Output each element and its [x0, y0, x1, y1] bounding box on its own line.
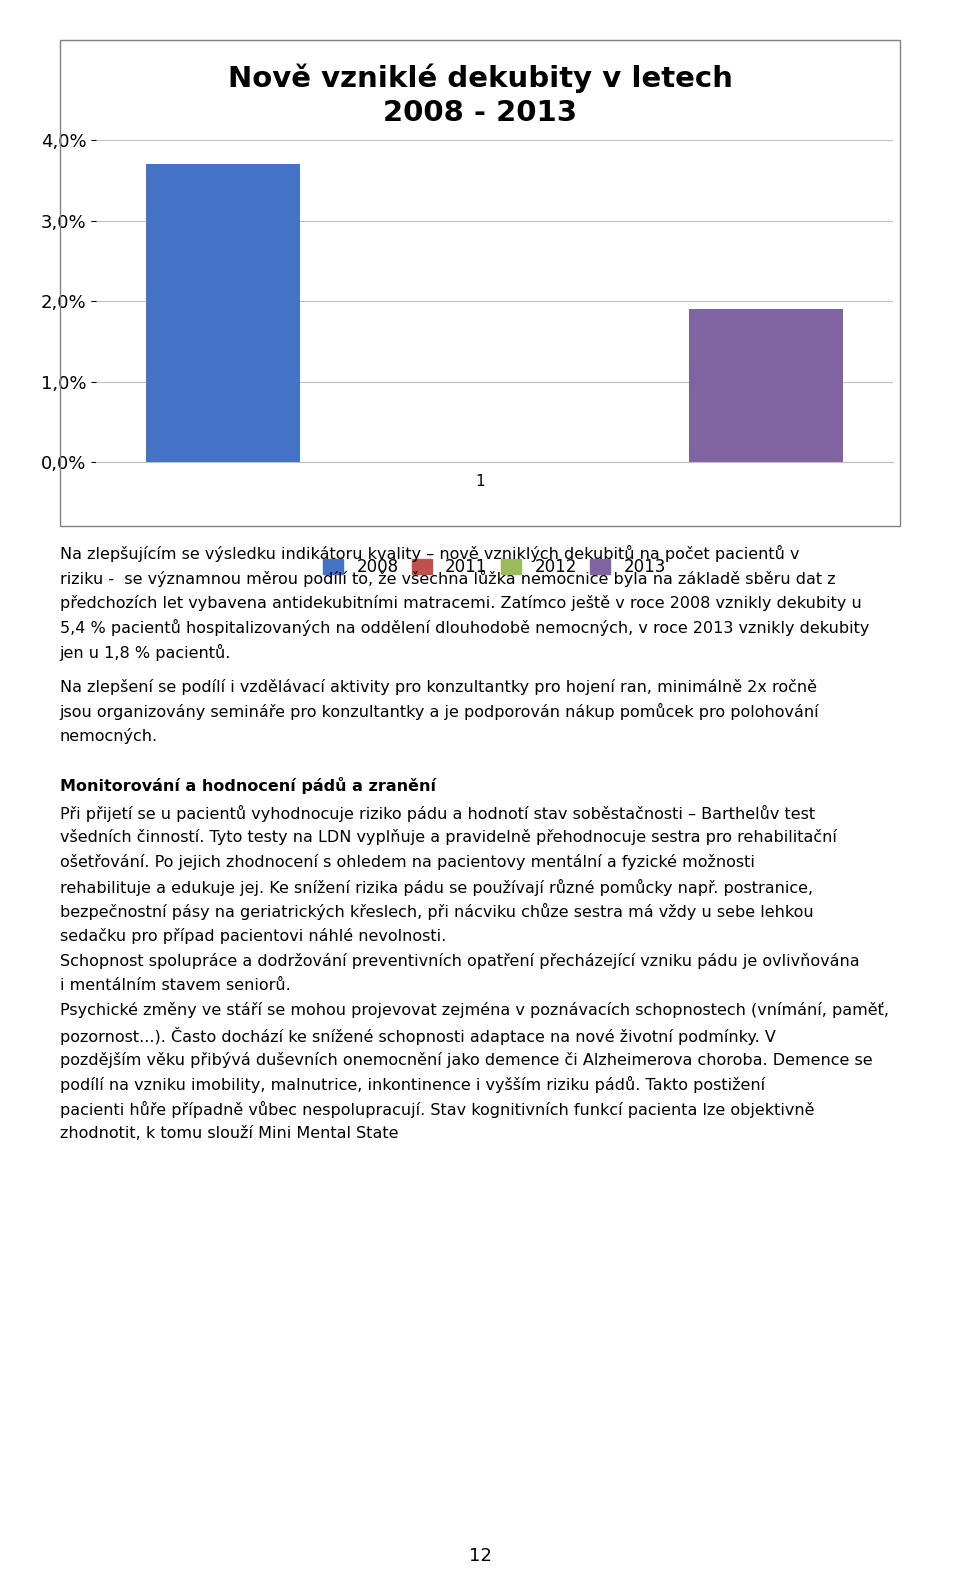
Text: 1: 1	[475, 475, 485, 489]
Text: Na zlepšujícím se výsledku indikátoru kvality – nově vzniklých dekubitů na počet: Na zlepšujícím se výsledku indikátoru kv…	[60, 545, 799, 563]
Text: Psychické změny ve stáří se mohou projevovat zejména v poznávacích schopnostech : Psychické změny ve stáří se mohou projev…	[60, 1003, 889, 1019]
Text: Nově vzniklé dekubity v letech: Nově vzniklé dekubity v letech	[228, 64, 732, 94]
Text: nemocných.: nemocných.	[60, 728, 157, 744]
Text: i mentálním stavem seniorů.: i mentálním stavem seniorů.	[60, 977, 290, 993]
Text: předchozích let vybavena antidekubitními matracemi. Zatímco ještě v roce 2008 vz: předchozích let vybavena antidekubitními…	[60, 595, 861, 611]
Text: 2008 - 2013: 2008 - 2013	[383, 99, 577, 128]
Text: jsou organizovány semináře pro konzultantky a je podporován nákup pomůcek pro po: jsou organizovány semináře pro konzultan…	[60, 703, 819, 720]
Text: sedačku pro případ pacientovi náhlé nevolnosti.: sedačku pro případ pacientovi náhlé nevo…	[60, 928, 445, 944]
Text: Na zlepšení se podílí i vzdělávací aktivity pro konzultantky pro hojení ran, min: Na zlepšení se podílí i vzdělávací aktiv…	[60, 679, 817, 695]
Text: ošetřování. Po jejich zhodnocení s ohledem na pacientovy mentální a fyzické možn: ošetřování. Po jejich zhodnocení s ohled…	[60, 854, 755, 870]
Text: podílí na vzniku imobility, malnutrice, inkontinence i vyšším riziku pádů. Takto: podílí na vzniku imobility, malnutrice, …	[60, 1076, 765, 1093]
Text: pozdějším věku přibývá duševních onemocnění jako demence či Alzheimerova choroba: pozdějším věku přibývá duševních onemocn…	[60, 1052, 872, 1068]
Text: Monitorování a hodnocení pádů a zranění: Monitorování a hodnocení pádů a zranění	[60, 778, 436, 794]
Text: všedních činností. Tyto testy na LDN vyplňuje a pravidelně přehodnocuje sestra p: všedních činností. Tyto testy na LDN vyp…	[60, 829, 836, 845]
Text: Schopnost spolupráce a dodržování preventivních opatření přecházející vzniku pád: Schopnost spolupráce a dodržování preven…	[60, 953, 859, 969]
Bar	[689, 309, 843, 462]
Text: 5,4 % pacientů hospitalizovaných na oddělení dlouhodobě nemocných, v roce 2013 v: 5,4 % pacientů hospitalizovaných na oddě…	[60, 618, 869, 636]
Text: riziku -  se významnou měrou podílí to, že všechna lůžka nemocnice byla na zákla: riziku - se významnou měrou podílí to, ž…	[60, 569, 835, 587]
Text: zhodnotit, k tomu slouží Mini Mental State: zhodnotit, k tomu slouží Mini Mental Sta…	[60, 1125, 398, 1141]
Text: Při přijetí se u pacientů vyhodnocuje riziko pádu a hodnotí stav soběstačnosti –: Při přijetí se u pacientů vyhodnocuje ri…	[60, 805, 815, 821]
Bar	[146, 164, 300, 462]
Text: 12: 12	[468, 1548, 492, 1565]
Text: pozornost...). Často dochází ke snížené schopnosti adaptace na nové životní podm: pozornost...). Často dochází ke snížené …	[60, 1027, 776, 1046]
Legend: 2008, 2011, 2012, 2013: 2008, 2011, 2012, 2013	[324, 558, 665, 577]
Text: pacienti hůře případně vůbec nespolupracují. Stav kognitivních funkcí pacienta l: pacienti hůře případně vůbec nespoluprac…	[60, 1101, 814, 1117]
Text: jen u 1,8 % pacientů.: jen u 1,8 % pacientů.	[60, 644, 231, 662]
Text: rehabilituje a edukuje jej. Ke snížení rizika pádu se používají různé pomůcky na: rehabilituje a edukuje jej. Ke snížení r…	[60, 878, 813, 896]
Text: bezpečnostní pásy na geriatrických křeslech, při nácviku chůze sestra má vždy u : bezpečnostní pásy na geriatrických křesl…	[60, 904, 813, 920]
